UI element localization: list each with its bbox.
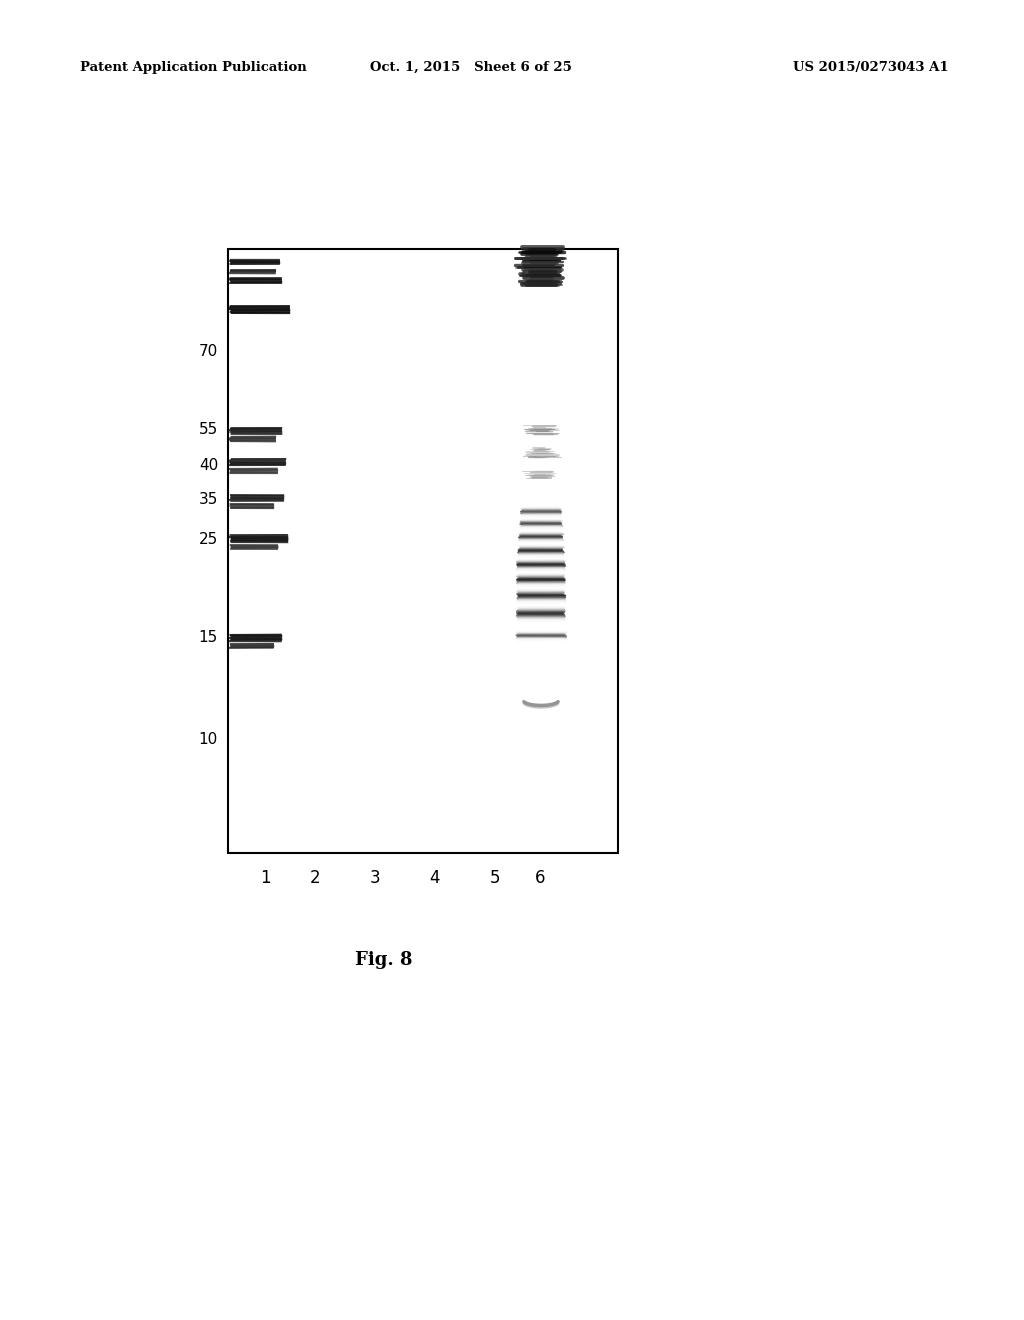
Text: 4: 4 (430, 869, 440, 887)
Text: 25: 25 (199, 532, 218, 548)
Text: US 2015/0273043 A1: US 2015/0273043 A1 (794, 61, 949, 74)
Text: 3: 3 (370, 869, 380, 887)
Text: 15: 15 (199, 630, 218, 644)
Text: 35: 35 (199, 491, 218, 507)
Text: 40: 40 (199, 458, 218, 473)
Text: Fig. 8: Fig. 8 (355, 950, 413, 969)
Text: Oct. 1, 2015   Sheet 6 of 25: Oct. 1, 2015 Sheet 6 of 25 (370, 61, 572, 74)
Text: 70: 70 (199, 345, 218, 359)
Text: 10: 10 (199, 733, 218, 747)
Text: 5: 5 (489, 869, 501, 887)
Text: 6: 6 (535, 869, 545, 887)
Text: 55: 55 (199, 422, 218, 437)
Bar (228, 249, 618, 853)
Text: Patent Application Publication: Patent Application Publication (80, 61, 307, 74)
Text: 2: 2 (309, 869, 321, 887)
Text: 1: 1 (260, 869, 270, 887)
